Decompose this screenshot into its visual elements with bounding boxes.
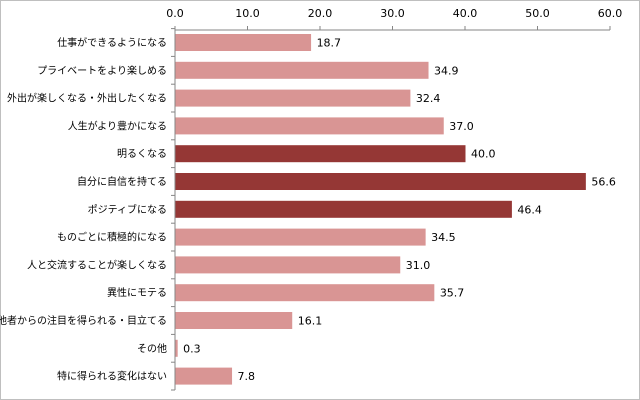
bar [175, 200, 512, 218]
x-tick-label: 40.0 [453, 7, 478, 20]
value-label: 40.0 [471, 148, 496, 161]
value-label: 37.0 [449, 120, 474, 133]
value-label: 34.9 [434, 64, 459, 77]
category-label: プライベートをより楽しめる [37, 64, 167, 77]
category-label: 自分に自信を持てる [77, 175, 167, 188]
value-label: 56.6 [591, 176, 616, 189]
bar [175, 173, 586, 190]
value-label: 0.3 [183, 342, 201, 355]
category-label: 明るくなる [117, 148, 167, 160]
bar [175, 339, 178, 357]
bar [175, 34, 312, 51]
value-label: 16.1 [298, 315, 323, 328]
category-label: 異性にモテる [107, 286, 167, 299]
value-label: 7.8 [238, 370, 256, 383]
bar [175, 367, 233, 385]
bar [175, 61, 429, 79]
value-label: 35.7 [440, 287, 465, 300]
category-label: ポジティブになる [88, 203, 167, 216]
category-label: 人と交流することが楽しくなる [27, 258, 167, 271]
category-label: 仕事ができるようになる [57, 36, 167, 49]
value-label: 34.5 [431, 231, 456, 244]
bar [175, 284, 435, 302]
x-tick-label: 20.0 [308, 7, 333, 20]
category-label: その他 [137, 342, 167, 355]
x-tick-label: 50.0 [525, 7, 550, 20]
x-tick-label: 30.0 [380, 7, 405, 20]
bar [175, 145, 466, 163]
category-label: 人生がより豊かになる [68, 119, 167, 132]
x-tick-label: 10.0 [235, 7, 260, 20]
x-tick-label: 60.0 [598, 7, 623, 20]
category-label: ものごとに積極的になる [57, 231, 167, 244]
category-label: 他者からの注目を得られる・目立てる [0, 314, 167, 327]
bar [175, 312, 293, 329]
bar [175, 89, 411, 107]
bar [175, 117, 444, 135]
value-label: 31.0 [406, 259, 431, 272]
value-label: 18.7 [317, 37, 342, 50]
category-label: 外出が楽しくなる・外出したくなる [7, 92, 167, 105]
category-label: 特に得られる変化はない [57, 370, 167, 383]
x-tick-label: 0.0 [166, 7, 184, 20]
bar [175, 256, 401, 274]
value-label: 32.4 [416, 92, 441, 105]
bar [175, 228, 426, 246]
value-label: 46.4 [517, 203, 542, 216]
